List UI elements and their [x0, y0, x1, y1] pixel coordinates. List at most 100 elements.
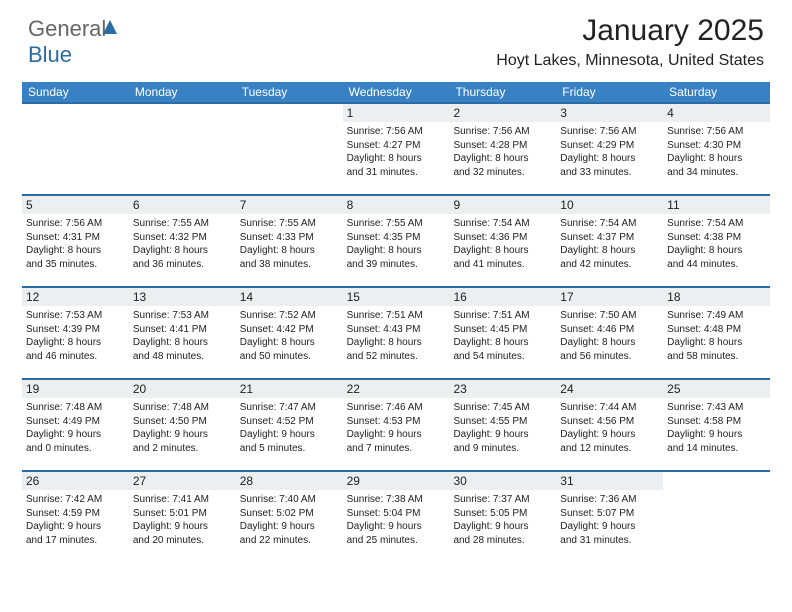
- calendar-week-row: 12 Sunrise: 7:53 AMSunset: 4:39 PMDayligh…: [22, 286, 770, 378]
- calendar-day-cell: [129, 104, 236, 194]
- day-number: 25: [663, 380, 770, 398]
- day-details: Sunrise: 7:55 AMSunset: 4:32 PMDaylight:…: [133, 217, 232, 271]
- logo-part1: General: [28, 16, 106, 41]
- calendar-day-cell: 29 Sunrise: 7:38 AMSunset: 5:04 PMDayligh…: [343, 472, 450, 562]
- brand-logo: General Blue: [28, 16, 117, 68]
- day-details: Sunrise: 7:56 AMSunset: 4:29 PMDaylight:…: [560, 125, 659, 179]
- calendar-day-cell: [22, 104, 129, 194]
- logo-part2: Blue: [28, 42, 72, 67]
- calendar-day-cell: 4 Sunrise: 7:56 AMSunset: 4:30 PMDaylight…: [663, 104, 770, 194]
- day-number: 3: [556, 104, 663, 122]
- day-number: 7: [236, 196, 343, 214]
- calendar-day-cell: 30 Sunrise: 7:37 AMSunset: 5:05 PMDayligh…: [449, 472, 556, 562]
- day-number: 11: [663, 196, 770, 214]
- day-details: Sunrise: 7:51 AMSunset: 4:45 PMDaylight:…: [453, 309, 552, 363]
- calendar-day-cell: 8Sunrise: 7:55 AMSunset: 4:35 PMDaylight…: [343, 196, 450, 286]
- calendar-day-cell: 26 Sunrise: 7:42 AMSunset: 4:59 PMDayligh…: [22, 472, 129, 562]
- day-details: Sunrise: 7:54 AMSunset: 4:36 PMDaylight:…: [453, 217, 552, 271]
- day-number: 1: [343, 104, 450, 122]
- day-number: 17: [556, 288, 663, 306]
- day-details: Sunrise: 7:49 AMSunset: 4:48 PMDaylight:…: [667, 309, 766, 363]
- calendar-day-cell: 17Sunrise: 7:50 AMSunset: 4:46 PMDayligh…: [556, 288, 663, 378]
- day-number: 12: [22, 288, 129, 306]
- day-details: Sunrise: 7:53 AMSunset: 4:39 PMDaylight:…: [26, 309, 125, 363]
- weekday-header: Monday: [129, 85, 236, 99]
- day-details: Sunrise: 7:46 AMSunset: 4:53 PMDaylight:…: [347, 401, 446, 455]
- calendar-day-cell: 9 Sunrise: 7:54 AMSunset: 4:36 PMDaylight…: [449, 196, 556, 286]
- day-details: Sunrise: 7:36 AMSunset: 5:07 PMDaylight:…: [560, 493, 659, 547]
- calendar-week-row: 19 Sunrise: 7:48 AMSunset: 4:49 PMDayligh…: [22, 378, 770, 470]
- day-number: 31: [556, 472, 663, 490]
- day-details: Sunrise: 7:53 AMSunset: 4:41 PMDaylight:…: [133, 309, 232, 363]
- weekday-header: Saturday: [663, 85, 770, 99]
- calendar-day-cell: 1 Sunrise: 7:56 AMSunset: 4:27 PMDaylight…: [343, 104, 450, 194]
- day-number: 28: [236, 472, 343, 490]
- day-number: 21: [236, 380, 343, 398]
- day-number: 16: [449, 288, 556, 306]
- calendar-day-cell: 24 Sunrise: 7:44 AMSunset: 4:56 PMDayligh…: [556, 380, 663, 470]
- day-details: Sunrise: 7:56 AMSunset: 4:27 PMDaylight:…: [347, 125, 446, 179]
- calendar-day-cell: 19 Sunrise: 7:48 AMSunset: 4:49 PMDayligh…: [22, 380, 129, 470]
- day-details: Sunrise: 7:38 AMSunset: 5:04 PMDaylight:…: [347, 493, 446, 547]
- day-details: Sunrise: 7:41 AMSunset: 5:01 PMDaylight:…: [133, 493, 232, 547]
- calendar-day-cell: 27 Sunrise: 7:41 AMSunset: 5:01 PMDayligh…: [129, 472, 236, 562]
- header-block: January 2025 Hoyt Lakes, Minnesota, Unit…: [496, 14, 764, 70]
- day-number: 6: [129, 196, 236, 214]
- day-number: 13: [129, 288, 236, 306]
- page-title: January 2025: [496, 14, 764, 48]
- calendar-day-cell: [663, 472, 770, 562]
- day-number: 9: [449, 196, 556, 214]
- calendar-header-row: SundayMondayTuesdayWednesdayThursdayFrid…: [22, 82, 770, 102]
- day-details: Sunrise: 7:44 AMSunset: 4:56 PMDaylight:…: [560, 401, 659, 455]
- calendar-day-cell: 23Sunrise: 7:45 AMSunset: 4:55 PMDayligh…: [449, 380, 556, 470]
- day-details: Sunrise: 7:45 AMSunset: 4:55 PMDaylight:…: [453, 401, 552, 455]
- day-number: 19: [22, 380, 129, 398]
- calendar-week-row: 26 Sunrise: 7:42 AMSunset: 4:59 PMDayligh…: [22, 470, 770, 562]
- day-number: 15: [343, 288, 450, 306]
- weekday-header: Tuesday: [236, 85, 343, 99]
- day-details: Sunrise: 7:56 AMSunset: 4:30 PMDaylight:…: [667, 125, 766, 179]
- day-details: Sunrise: 7:51 AMSunset: 4:43 PMDaylight:…: [347, 309, 446, 363]
- calendar-week-row: 5 Sunrise: 7:56 AMSunset: 4:31 PMDaylight…: [22, 194, 770, 286]
- day-details: Sunrise: 7:40 AMSunset: 5:02 PMDaylight:…: [240, 493, 339, 547]
- day-details: Sunrise: 7:42 AMSunset: 4:59 PMDaylight:…: [26, 493, 125, 547]
- day-number: 14: [236, 288, 343, 306]
- day-number: 24: [556, 380, 663, 398]
- calendar-day-cell: 16 Sunrise: 7:51 AMSunset: 4:45 PMDayligh…: [449, 288, 556, 378]
- day-number: 4: [663, 104, 770, 122]
- calendar-body: 1 Sunrise: 7:56 AMSunset: 4:27 PMDaylight…: [22, 102, 770, 562]
- logo-sail-icon: [103, 20, 117, 34]
- day-number: 27: [129, 472, 236, 490]
- day-details: Sunrise: 7:54 AMSunset: 4:37 PMDaylight:…: [560, 217, 659, 271]
- calendar-day-cell: 10Sunrise: 7:54 AMSunset: 4:37 PMDayligh…: [556, 196, 663, 286]
- day-details: Sunrise: 7:48 AMSunset: 4:49 PMDaylight:…: [26, 401, 125, 455]
- calendar-day-cell: 5 Sunrise: 7:56 AMSunset: 4:31 PMDaylight…: [22, 196, 129, 286]
- calendar-day-cell: 18 Sunrise: 7:49 AMSunset: 4:48 PMDayligh…: [663, 288, 770, 378]
- calendar-day-cell: 12 Sunrise: 7:53 AMSunset: 4:39 PMDayligh…: [22, 288, 129, 378]
- calendar-day-cell: 6 Sunrise: 7:55 AMSunset: 4:32 PMDaylight…: [129, 196, 236, 286]
- day-number: 26: [22, 472, 129, 490]
- day-details: Sunrise: 7:52 AMSunset: 4:42 PMDaylight:…: [240, 309, 339, 363]
- day-details: Sunrise: 7:55 AMSunset: 4:33 PMDaylight:…: [240, 217, 339, 271]
- day-number: 29: [343, 472, 450, 490]
- calendar-grid: SundayMondayTuesdayWednesdayThursdayFrid…: [22, 82, 770, 562]
- calendar-day-cell: 20Sunrise: 7:48 AMSunset: 4:50 PMDayligh…: [129, 380, 236, 470]
- calendar-day-cell: 11Sunrise: 7:54 AMSunset: 4:38 PMDayligh…: [663, 196, 770, 286]
- calendar-day-cell: 21 Sunrise: 7:47 AMSunset: 4:52 PMDayligh…: [236, 380, 343, 470]
- day-details: Sunrise: 7:47 AMSunset: 4:52 PMDaylight:…: [240, 401, 339, 455]
- day-details: Sunrise: 7:48 AMSunset: 4:50 PMDaylight:…: [133, 401, 232, 455]
- calendar-day-cell: 22Sunrise: 7:46 AMSunset: 4:53 PMDayligh…: [343, 380, 450, 470]
- calendar-day-cell: 14 Sunrise: 7:52 AMSunset: 4:42 PMDayligh…: [236, 288, 343, 378]
- calendar-week-row: 1 Sunrise: 7:56 AMSunset: 4:27 PMDaylight…: [22, 102, 770, 194]
- calendar-day-cell: [236, 104, 343, 194]
- calendar-day-cell: 25Sunrise: 7:43 AMSunset: 4:58 PMDayligh…: [663, 380, 770, 470]
- day-details: Sunrise: 7:37 AMSunset: 5:05 PMDaylight:…: [453, 493, 552, 547]
- day-number: 18: [663, 288, 770, 306]
- day-details: Sunrise: 7:56 AMSunset: 4:31 PMDaylight:…: [26, 217, 125, 271]
- calendar-day-cell: 3 Sunrise: 7:56 AMSunset: 4:29 PMDaylight…: [556, 104, 663, 194]
- day-number: 5: [22, 196, 129, 214]
- location-label: Hoyt Lakes, Minnesota, United States: [496, 52, 764, 70]
- calendar-day-cell: 31 Sunrise: 7:36 AMSunset: 5:07 PMDayligh…: [556, 472, 663, 562]
- day-details: Sunrise: 7:56 AMSunset: 4:28 PMDaylight:…: [453, 125, 552, 179]
- day-number: 30: [449, 472, 556, 490]
